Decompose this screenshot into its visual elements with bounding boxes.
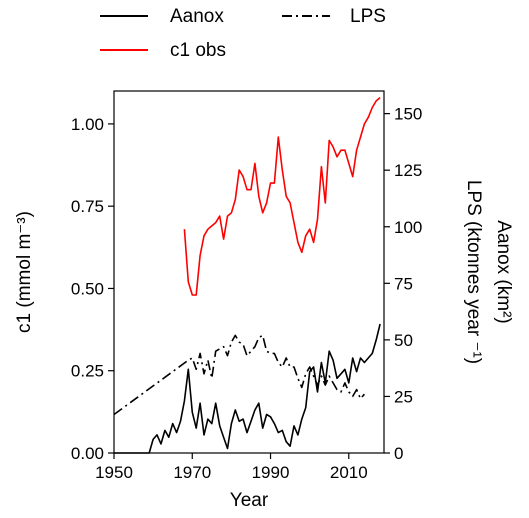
y-left-axis-title: c1 (mmol m⁻³) [14, 211, 35, 333]
y-right-tick-label: 100 [394, 218, 422, 237]
x-tick-label: 1990 [252, 463, 290, 482]
x-tick-label: 1950 [95, 463, 133, 482]
x-tick-label: 1970 [173, 463, 211, 482]
legend-label-lps: LPS [350, 6, 386, 27]
plot-frame [113, 90, 385, 454]
series-layer [113, 96, 381, 454]
x-tick-label: 2010 [330, 463, 368, 482]
y-right-tick-label: 0 [394, 444, 403, 463]
y-right-axis-title-lps: LPS (ktonnes year ⁻¹) [463, 180, 484, 364]
y-right-axis-title-aanox: Aanox (km²) [493, 220, 514, 323]
legend: Aanox LPS c1 obs [100, 6, 386, 61]
y-right-tick-label: 25 [394, 387, 413, 406]
legend-label-aanox: Aanox [170, 6, 224, 27]
series-line-lps [113, 334, 366, 416]
y-right-tick-label: 125 [394, 161, 422, 180]
y-right-tick-label: 50 [394, 331, 413, 350]
y-left-tick-label: 0.25 [71, 362, 104, 381]
plot-area [113, 90, 385, 454]
y-left-tick-label: 0.50 [71, 279, 104, 298]
x-axis-title: Year [230, 490, 269, 511]
x-ticks: 1950 1970 1990 2010 [95, 453, 368, 482]
y-left-tick-label: 0.00 [71, 444, 104, 463]
y-left-tick-label: 0.75 [71, 197, 104, 216]
legend-label-c1: c1 obs [170, 40, 226, 61]
y-left-ticks: 0.00 0.25 0.50 0.75 1.00 [71, 115, 114, 463]
series-line-c1 [183, 96, 381, 296]
y-left-tick-label: 1.00 [71, 115, 104, 134]
y-right-ticks: 0 25 50 75 100 125 150 [384, 105, 422, 463]
y-right-tick-label: 75 [394, 274, 413, 293]
series-line-aanox [114, 323, 381, 454]
y-right-tick-label: 150 [394, 105, 422, 124]
